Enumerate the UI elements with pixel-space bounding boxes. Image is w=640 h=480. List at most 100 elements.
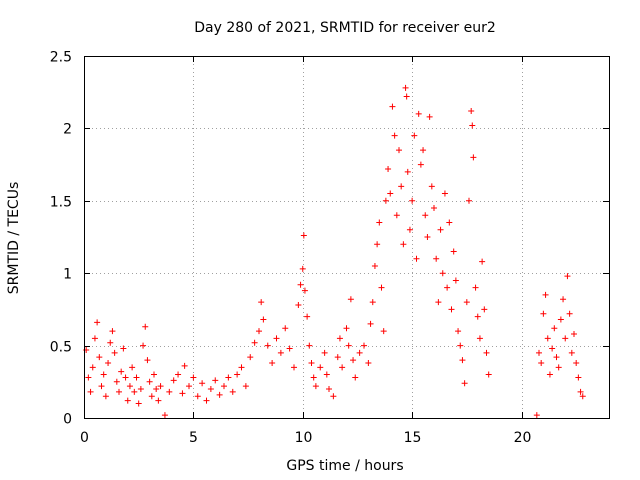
data-point xyxy=(100,371,107,378)
data-point xyxy=(142,323,149,330)
data-point xyxy=(175,371,182,378)
data-point xyxy=(343,325,350,332)
data-point xyxy=(411,132,418,139)
data-point xyxy=(299,265,306,272)
y-axis-label: SRMTID / TECUs xyxy=(6,182,22,295)
data-point xyxy=(573,359,580,366)
data-point xyxy=(426,113,433,120)
data-point xyxy=(291,364,297,371)
data-point xyxy=(238,364,245,371)
data-point xyxy=(122,374,129,381)
axis-ticks: 0 5 10 15 20 0 0.5 1 1.5 2 2.5 xyxy=(50,50,609,446)
data-point xyxy=(403,93,410,100)
data-point xyxy=(264,342,271,349)
data-point xyxy=(260,316,267,323)
data-point xyxy=(310,374,317,381)
data-point xyxy=(446,219,453,226)
data-point xyxy=(111,349,118,356)
data-point xyxy=(118,368,125,375)
data-point xyxy=(151,371,157,378)
data-point xyxy=(396,147,402,154)
data-point xyxy=(137,386,144,393)
data-point xyxy=(538,359,545,366)
data-point xyxy=(155,397,162,404)
data-point xyxy=(485,371,492,378)
data-point xyxy=(323,371,330,378)
data-point xyxy=(409,197,416,204)
data-point xyxy=(536,349,542,356)
data-point xyxy=(347,296,354,303)
data-point xyxy=(317,364,324,371)
data-point xyxy=(131,388,138,395)
data-point xyxy=(575,374,582,381)
data-point xyxy=(216,391,223,398)
data-point xyxy=(448,306,455,313)
data-point xyxy=(474,313,481,320)
data-point xyxy=(304,313,311,320)
data-point xyxy=(126,383,133,390)
data-point xyxy=(170,377,177,384)
data-point xyxy=(199,380,206,387)
data-point xyxy=(398,183,405,190)
data-point xyxy=(468,108,475,115)
data-point xyxy=(124,397,131,404)
data-point xyxy=(566,310,573,317)
data-point xyxy=(544,335,551,342)
data-point xyxy=(385,165,392,172)
data-point xyxy=(356,349,363,356)
data-point xyxy=(153,386,160,393)
data-point xyxy=(129,364,136,371)
data-point xyxy=(334,354,341,361)
data-point xyxy=(404,168,411,175)
data-point xyxy=(120,345,127,352)
data-point xyxy=(361,342,367,349)
data-point xyxy=(562,335,569,342)
data-point xyxy=(166,388,173,395)
plot-frame xyxy=(84,56,610,419)
data-point xyxy=(85,374,92,381)
data-point xyxy=(247,354,254,361)
data-point xyxy=(470,154,477,161)
data-point xyxy=(144,357,151,364)
data-point xyxy=(297,281,304,288)
data-point xyxy=(234,371,241,378)
data-point xyxy=(420,147,427,154)
data-point xyxy=(140,342,147,349)
data-point xyxy=(367,320,374,327)
data-point xyxy=(273,335,280,342)
data-point xyxy=(553,354,560,361)
y-tick-label: 2.5 xyxy=(50,50,72,66)
data-point xyxy=(540,310,547,317)
data-point xyxy=(116,388,122,395)
data-point xyxy=(400,241,407,248)
x-tick-label: 15 xyxy=(404,430,422,446)
data-point xyxy=(229,388,236,395)
data-point xyxy=(107,339,114,346)
data-point xyxy=(380,328,387,335)
data-point xyxy=(339,364,346,371)
data-point xyxy=(350,357,357,364)
data-point xyxy=(105,359,112,366)
data-point xyxy=(389,103,396,110)
data-point xyxy=(564,273,571,280)
data-point xyxy=(301,287,308,294)
data-point xyxy=(571,331,577,338)
data-point xyxy=(225,374,232,381)
x-tick-label: 20 xyxy=(514,430,532,446)
y-tick-label: 1.5 xyxy=(50,195,72,211)
data-point xyxy=(577,388,584,395)
data-point xyxy=(91,335,98,342)
data-point xyxy=(435,299,442,306)
data-point xyxy=(256,328,262,335)
x-tick-label: 5 xyxy=(189,430,198,446)
y-tick-label: 0 xyxy=(63,412,72,428)
data-point xyxy=(146,378,153,385)
data-point xyxy=(378,284,385,291)
data-point xyxy=(221,383,227,390)
data-point xyxy=(306,342,313,349)
data-point xyxy=(461,380,468,387)
data-point xyxy=(455,328,462,335)
data-points xyxy=(83,84,586,419)
data-point xyxy=(113,378,120,385)
